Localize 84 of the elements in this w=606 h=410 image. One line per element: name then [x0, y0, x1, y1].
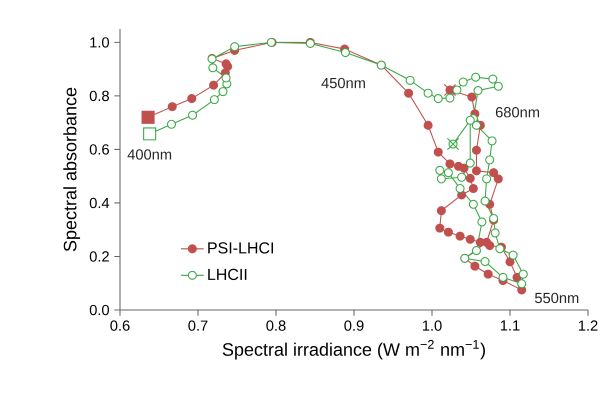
point: [444, 168, 453, 178]
point: [472, 120, 481, 130]
y-tick-label: 0.2: [90, 251, 109, 262]
point: [404, 88, 414, 98]
point: [490, 228, 500, 238]
point: [489, 168, 498, 178]
point: [230, 42, 240, 52]
point: [435, 224, 444, 233]
point: [406, 76, 415, 85]
point: [436, 174, 446, 184]
point: [480, 196, 490, 206]
y-tick-label: 0.8: [90, 90, 109, 102]
point: [459, 164, 469, 173]
point: [208, 63, 218, 72]
point: [444, 228, 453, 237]
x-axis-title: Spectral irradiance (W m$^{−2}$ nm$^{−1}$): [222, 340, 485, 360]
point: [466, 158, 475, 168]
point: [467, 92, 476, 102]
point: [209, 80, 218, 90]
y-axis-title: Spectral absorbance: [63, 88, 80, 252]
point: [494, 174, 503, 184]
point: [457, 172, 466, 182]
point: [472, 246, 481, 256]
y-tick-label: 0.6: [90, 144, 109, 155]
point: [505, 257, 515, 266]
point: [434, 94, 443, 104]
x-tick-label: 1.0: [422, 320, 442, 331]
point: [168, 102, 177, 112]
point: [166, 120, 176, 129]
point: [435, 166, 444, 175]
x-tick-label: 0.6: [110, 320, 130, 331]
x-tick-label: 1.1: [500, 320, 520, 330]
point: [188, 110, 198, 120]
point: [508, 250, 518, 260]
point: [458, 77, 468, 87]
point: [445, 159, 454, 168]
point: [468, 184, 478, 194]
point: [466, 116, 475, 125]
point: [473, 86, 483, 96]
x-tick-label: 0.9: [344, 320, 364, 331]
point: [472, 166, 481, 176]
point: [480, 257, 490, 266]
point: [452, 85, 462, 95]
annotation: 550nm: [534, 292, 578, 304]
point: [187, 94, 196, 104]
point: [498, 272, 508, 282]
point: [456, 232, 465, 241]
x-tick-label: 0.7: [188, 320, 208, 331]
point: [466, 174, 475, 183]
point: [340, 48, 350, 58]
point: [222, 73, 231, 83]
point: [471, 72, 480, 82]
point: [436, 206, 446, 216]
point: [424, 88, 433, 98]
point: [445, 94, 454, 103]
point: [470, 262, 480, 271]
x-tick-label: 1.2: [578, 320, 598, 331]
y-tick-label: 0.4: [90, 198, 110, 208]
x-tick-label: 0.8: [266, 320, 286, 331]
point: [434, 148, 443, 157]
annotation: 680nm: [496, 107, 540, 118]
point: [482, 174, 492, 184]
point: [466, 234, 475, 244]
legend-label: LHCII: [208, 268, 246, 280]
y-tick-label: 0.0: [90, 304, 110, 316]
point: [485, 155, 494, 164]
annotation: 450nm: [321, 78, 365, 88]
point: [222, 59, 231, 68]
point: [218, 87, 228, 96]
point: [468, 200, 478, 209]
legend-label: PSI-LHCI: [208, 242, 274, 254]
point: [472, 146, 481, 155]
y-tick-label: 1.0: [90, 37, 110, 48]
point: [484, 270, 493, 279]
point: [488, 136, 497, 146]
point: [456, 184, 465, 194]
annotation: 400nm: [128, 149, 172, 160]
point: [424, 120, 433, 130]
point: [518, 270, 528, 279]
point: [517, 279, 526, 288]
point: [494, 82, 503, 91]
point: [210, 95, 219, 104]
point: [488, 74, 498, 84]
point: [477, 217, 486, 226]
